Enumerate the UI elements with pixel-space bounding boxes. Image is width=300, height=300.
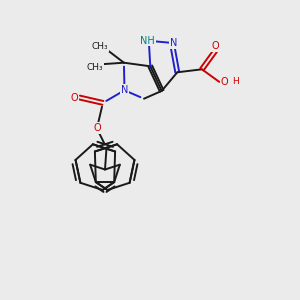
Text: N: N (121, 85, 128, 95)
Text: O: O (212, 40, 219, 51)
Text: CH₃: CH₃ (92, 42, 108, 51)
Text: N: N (170, 38, 177, 48)
Text: O: O (221, 77, 228, 87)
Text: O: O (93, 123, 101, 134)
Text: O: O (70, 92, 78, 103)
Text: NH: NH (140, 35, 155, 46)
Text: CH₃: CH₃ (86, 63, 103, 72)
Text: H: H (232, 77, 239, 86)
